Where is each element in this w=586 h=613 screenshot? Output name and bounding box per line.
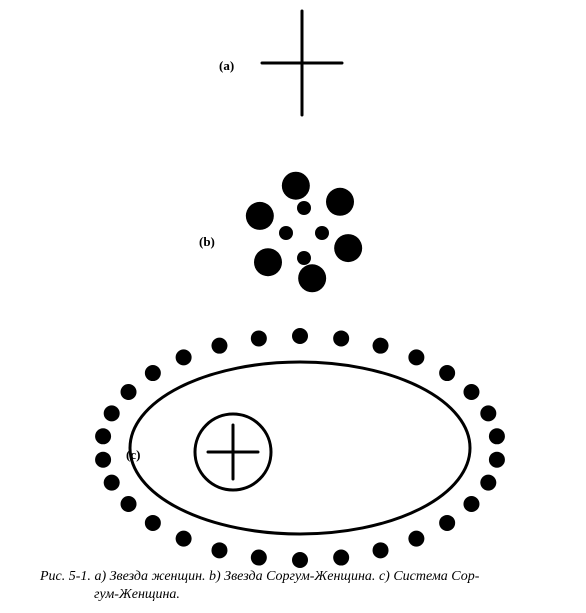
panel-b-inner-dot: [297, 251, 311, 265]
panel-c-ring-dot: [211, 542, 227, 558]
caption-b: b) Звезда Соргум-Женщина.: [209, 569, 379, 584]
panel-c-ring-dot: [408, 349, 424, 365]
panel-c-ring-dot: [463, 496, 479, 512]
panel-c-ring-dot: [95, 428, 111, 444]
figure-svg: [0, 0, 586, 613]
panel-c-ring-dot: [373, 338, 389, 354]
panel-b-outer-dot: [246, 202, 274, 230]
panel-c-ring-dot: [333, 330, 349, 346]
panel-c-ring-dot: [373, 542, 389, 558]
panel-b-outer-dot: [254, 248, 282, 276]
panel-b-inner-dot: [297, 201, 311, 215]
panel-c-ring-dot: [292, 328, 308, 344]
panel-c-outer-ellipse: [130, 362, 470, 534]
panel-c-ring-dot: [121, 496, 137, 512]
panel-c-ring-dot: [104, 475, 120, 491]
figure-caption: Рис. 5-1. a) Звезда женщин. b) Звезда Со…: [40, 568, 576, 603]
caption-c2: гум-Женщина.: [40, 586, 576, 604]
panel-c-ring-dot: [176, 531, 192, 547]
panel-b-inner-dot: [315, 226, 329, 240]
panel-c-ring-dot: [251, 330, 267, 346]
panel-c-ring-dot: [463, 384, 479, 400]
label-c: (c): [126, 447, 140, 463]
panel-b-outer-dot: [334, 234, 362, 262]
panel-c-ring-dot: [480, 475, 496, 491]
panel-b-outer-dot: [282, 172, 310, 200]
figure-page: (a) (b) (c) Рис. 5-1. a) Звезда женщин. …: [0, 0, 586, 613]
panel-b-inner-dot: [279, 226, 293, 240]
panel-c-ring-dot: [489, 452, 505, 468]
panel-c-ring-dot: [439, 365, 455, 381]
panel-c-ring-dot: [489, 428, 505, 444]
panel-c-ring-dot: [145, 515, 161, 531]
panel-c-ring-dot: [408, 531, 424, 547]
panel-c-ring-dot: [211, 338, 227, 354]
panel-c-ring-dot: [439, 515, 455, 531]
caption-c1: c) Система Сор-: [379, 569, 479, 584]
caption-prefix: Рис. 5-1.: [40, 569, 94, 584]
panel-c-ring-dot: [333, 550, 349, 566]
panel-b-outer-dot: [298, 264, 326, 292]
panel-c-ring-dot: [480, 405, 496, 421]
panel-c-ring-dot: [176, 349, 192, 365]
panel-b-outer-dot: [326, 188, 354, 216]
label-a: (a): [219, 58, 234, 74]
label-b: (b): [199, 234, 215, 250]
panel-c-ring-dot: [95, 452, 111, 468]
panel-c-ring-dot: [292, 552, 308, 568]
panel-c-ring-dot: [104, 405, 120, 421]
panel-c-ring-dot: [251, 550, 267, 566]
caption-a: a) Звезда женщин.: [94, 569, 209, 584]
panel-c-ring-dot: [121, 384, 137, 400]
panel-c-ring-dot: [145, 365, 161, 381]
